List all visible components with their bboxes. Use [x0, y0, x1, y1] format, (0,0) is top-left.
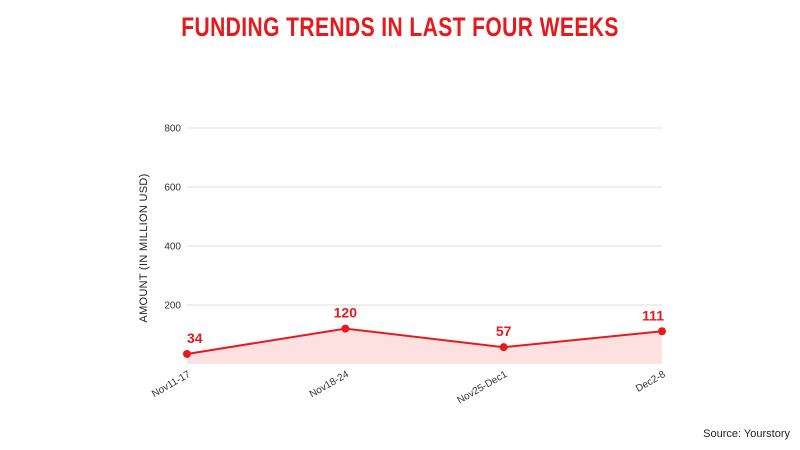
y-tick-label: 600: [164, 183, 181, 194]
gridlines: [187, 127, 662, 306]
data-point: [499, 343, 508, 352]
x-axis-ticks: Nov11-17 Nov18-24 Nov25-Dec1 Dec2-8: [150, 369, 668, 407]
data-label: 111: [642, 307, 664, 323]
data-points: [183, 324, 666, 358]
series-area: [187, 328, 662, 364]
series-line: [186, 327, 663, 355]
data-label: 34: [187, 330, 203, 346]
data-point: [658, 327, 666, 336]
x-tick-label: Dec2-8: [634, 369, 668, 395]
chart-title: FUNDING TRENDS IN LAST FOUR WEEKS: [181, 12, 619, 42]
y-tick-label: 400: [164, 242, 181, 253]
data-point: [341, 324, 350, 333]
data-label: 120: [334, 305, 358, 321]
y-tick-label: 200: [164, 301, 181, 312]
data-label: 57: [496, 323, 512, 339]
y-axis-ticks: 200 400 600 800: [164, 124, 181, 312]
x-tick-label: Nov18-24: [308, 369, 351, 400]
data-labels: 34 120 57 111: [187, 305, 664, 346]
y-tick-label: 800: [164, 124, 181, 135]
x-tick-label: Nov25-Dec1: [456, 369, 510, 407]
y-axis-label: AMOUNT (IN MILLION USD): [138, 173, 150, 322]
x-tick-label: Nov11-17: [150, 369, 193, 400]
data-point: [183, 349, 191, 358]
source-note: Source: Yourstory: [703, 428, 790, 440]
